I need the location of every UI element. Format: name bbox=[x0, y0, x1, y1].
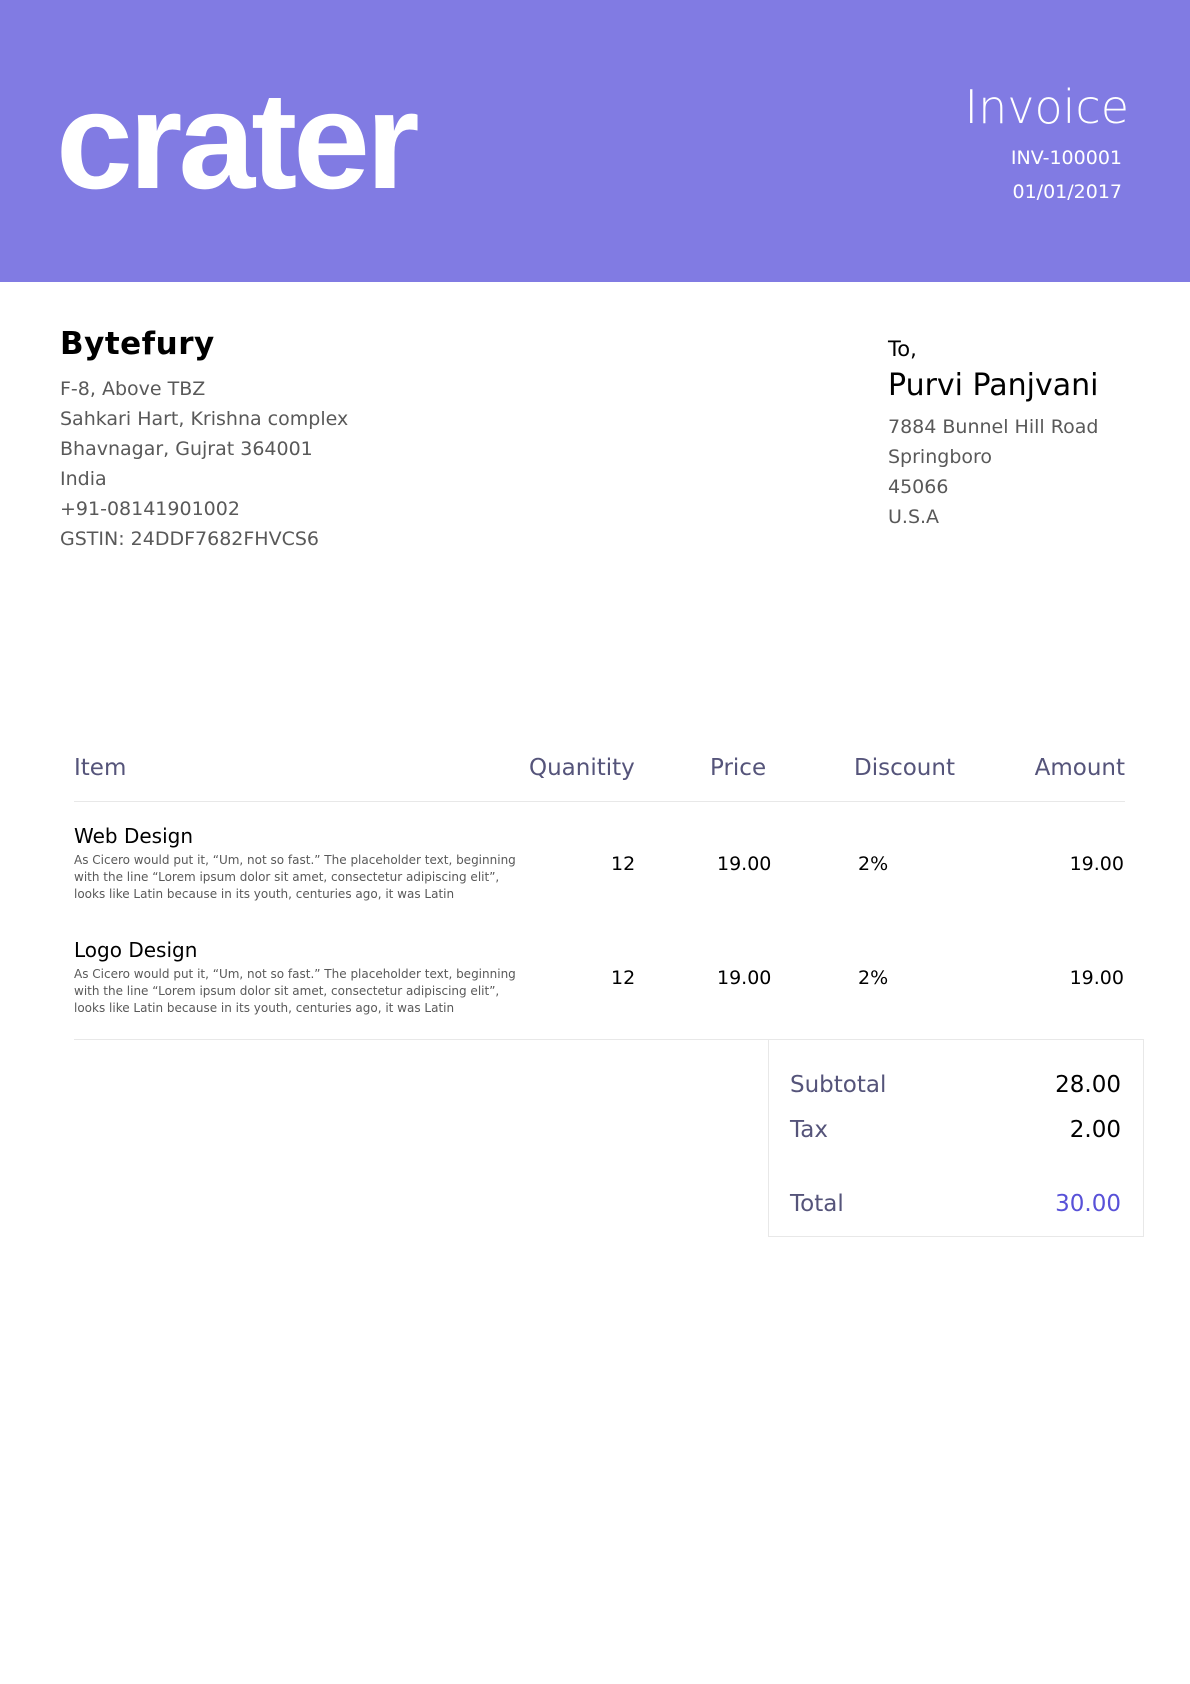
customer-address-line: Springboro bbox=[888, 446, 993, 468]
item-price: 19.00 bbox=[717, 853, 772, 875]
tax-value: 2.00 bbox=[1069, 1117, 1121, 1143]
totals-box bbox=[768, 1039, 1144, 1237]
total-label: Total bbox=[790, 1191, 844, 1217]
company-address-line: F-8, Above TBZ bbox=[60, 378, 206, 400]
item-amount: 19.00 bbox=[1069, 967, 1124, 989]
item-name: Web Design bbox=[74, 824, 194, 848]
table-divider bbox=[74, 1039, 1144, 1040]
company-address-line: Bhavnagar, Gujrat 364001 bbox=[60, 438, 313, 460]
item-name: Logo Design bbox=[74, 938, 198, 962]
item-description: As Cicero would put it, “Um, not so fast… bbox=[74, 853, 516, 901]
customer-zip: 45066 bbox=[888, 476, 949, 498]
col-header-discount: Discount bbox=[854, 755, 955, 781]
company-name: Bytefury bbox=[60, 326, 215, 362]
subtotal-label: Subtotal bbox=[790, 1072, 887, 1098]
item-discount: 2% bbox=[858, 967, 889, 989]
company-address-line: Sahkari Hart, Krishna complex bbox=[60, 408, 349, 430]
item-quantity: 12 bbox=[611, 967, 636, 989]
header-divider bbox=[74, 801, 1125, 802]
customer-address-line: 7884 Bunnel Hill Road bbox=[888, 416, 1099, 438]
to-label: To, bbox=[888, 337, 917, 361]
subtotal-value: 28.00 bbox=[1055, 1072, 1121, 1098]
item-discount: 2% bbox=[858, 853, 889, 875]
crater-logo: crater bbox=[56, 80, 422, 200]
invoice-header: crater bbox=[0, 0, 1190, 282]
customer-country: U.S.A bbox=[888, 506, 940, 528]
company-gstin: GSTIN: 24DDF7682FHVCS6 bbox=[60, 528, 319, 550]
col-header-item: Item bbox=[74, 755, 127, 781]
col-header-quantity: Quanitity bbox=[529, 755, 635, 781]
svg-text:crater: crater bbox=[56, 80, 418, 200]
invoice-date: 01/01/2017 bbox=[1012, 181, 1122, 203]
invoice-title: Invoice bbox=[964, 80, 1129, 134]
invoice-number: INV-100001 bbox=[1010, 147, 1122, 169]
col-header-amount: Amount bbox=[1034, 755, 1125, 781]
item-description: As Cicero would put it, “Um, not so fast… bbox=[74, 967, 516, 1015]
customer-name: Purvi Panjvani bbox=[888, 368, 1099, 403]
col-header-price: Price bbox=[710, 755, 767, 781]
tax-label: Tax bbox=[790, 1117, 828, 1143]
company-country: India bbox=[60, 468, 107, 490]
item-amount: 19.00 bbox=[1069, 853, 1124, 875]
total-value: 30.00 bbox=[1055, 1191, 1121, 1217]
item-quantity: 12 bbox=[611, 853, 636, 875]
item-price: 19.00 bbox=[717, 967, 772, 989]
company-phone: +91-08141901002 bbox=[60, 498, 240, 520]
